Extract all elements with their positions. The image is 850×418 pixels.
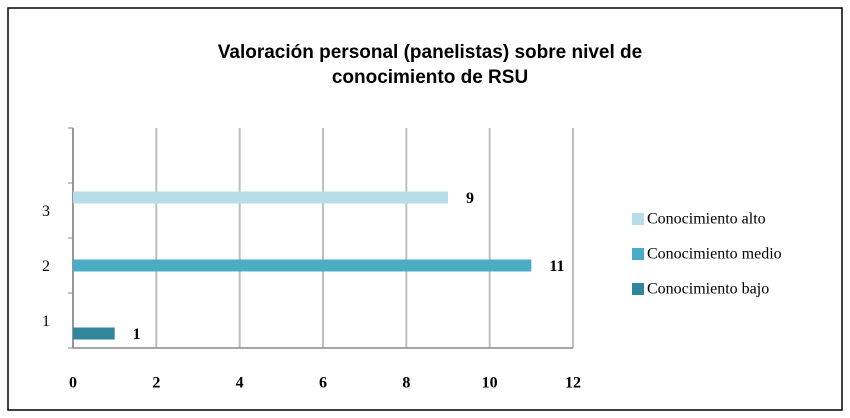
x-tick-label: 6 xyxy=(319,375,327,392)
x-tick-label: 12 xyxy=(565,375,581,392)
x-tick-label: 2 xyxy=(152,375,160,392)
data-label: 11 xyxy=(549,258,564,275)
y-tick-label: 3 xyxy=(42,203,50,220)
bar xyxy=(73,191,448,204)
data-label: 9 xyxy=(466,190,474,207)
bar xyxy=(73,259,532,272)
legend-swatch xyxy=(632,283,644,295)
chart-border xyxy=(7,7,843,411)
x-tick-label: 10 xyxy=(482,375,498,392)
legend-label: Conocimiento alto xyxy=(647,211,766,228)
data-label: 1 xyxy=(133,326,141,343)
legend-label: Conocimiento medio xyxy=(647,246,782,263)
x-tick-label: 8 xyxy=(402,375,410,392)
x-tick-label: 0 xyxy=(69,375,77,392)
legend-swatch xyxy=(632,248,644,260)
y-tick-label: 1 xyxy=(42,313,50,330)
legend-label: Conocimiento bajo xyxy=(647,281,769,298)
bar xyxy=(73,327,115,340)
chart-title: Valoración personal (panelistas) sobre n… xyxy=(218,42,642,88)
legend-swatch xyxy=(632,213,644,225)
y-tick-label: 2 xyxy=(42,258,50,275)
x-tick-label: 4 xyxy=(236,375,244,392)
